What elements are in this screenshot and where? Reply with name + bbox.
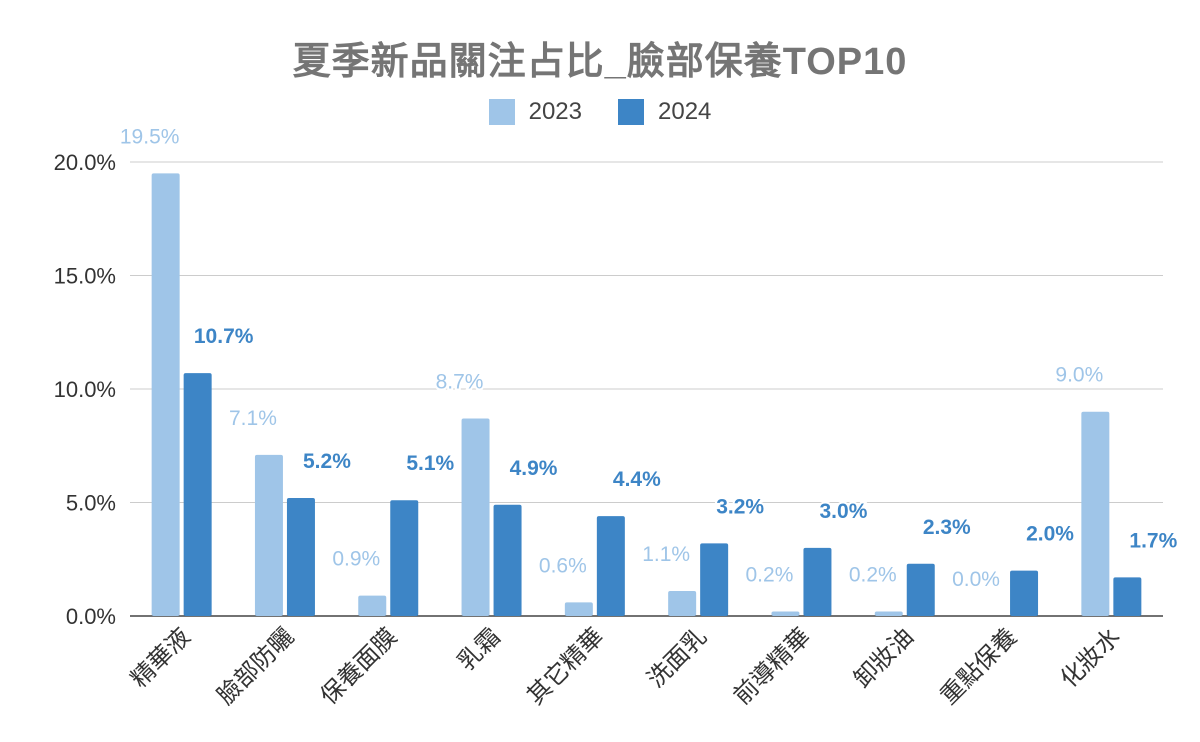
data-label-2024: 3.2% xyxy=(716,495,764,518)
x-tick-label: 化妝水 xyxy=(1055,622,1126,693)
data-label-2023: 1.1% xyxy=(642,543,690,566)
data-label-2024: 5.2% xyxy=(303,450,351,473)
data-label-2024: 2.3% xyxy=(923,516,971,539)
data-label-2023: 0.0% xyxy=(952,568,1000,591)
data-label-2023: 0.2% xyxy=(746,563,794,586)
data-label-2023: 7.1% xyxy=(229,407,277,430)
bar-2024 xyxy=(906,563,935,616)
bar-2024 xyxy=(286,497,315,616)
x-tick-label: 洗面乳 xyxy=(642,622,713,693)
x-tick-label: 重點保養 xyxy=(935,622,1023,710)
legend-label-2024: 2024 xyxy=(658,98,712,125)
data-label-2023: 8.7% xyxy=(436,371,484,394)
y-tick-label: 20.0% xyxy=(54,150,116,175)
data-label-2023: 0.2% xyxy=(849,563,897,586)
legend-label-2023: 2023 xyxy=(528,98,582,125)
legend-swatch-2023 xyxy=(488,99,515,125)
x-tick-label: 臉部防曬 xyxy=(212,622,300,710)
chart-title: 夏季新品關注占比_臉部保養TOP10 xyxy=(292,41,908,83)
bar-2023 xyxy=(564,602,593,616)
bar-2024 xyxy=(1113,577,1142,616)
bar-2023 xyxy=(151,173,180,616)
legend-item-2023: 2023 xyxy=(488,98,582,126)
bar-2024 xyxy=(390,500,419,616)
y-tick-label: 5.0% xyxy=(66,491,116,516)
bar-2024 xyxy=(596,516,625,616)
data-label-2024: 10.7% xyxy=(194,325,254,348)
legend: 2023 2024 xyxy=(0,98,1200,126)
bar-2023 xyxy=(1081,411,1110,616)
data-label-2023: 0.6% xyxy=(539,554,587,577)
bar-2023 xyxy=(461,418,490,616)
bar-2023 xyxy=(358,595,387,616)
y-tick-label: 0.0% xyxy=(66,604,116,629)
bar-2024 xyxy=(183,373,212,616)
bar-2024 xyxy=(700,543,729,616)
data-label-2023: 9.0% xyxy=(1055,364,1103,387)
bar-2023 xyxy=(874,611,903,616)
bar-2023 xyxy=(254,454,283,616)
data-label-2023: 0.9% xyxy=(332,548,380,571)
data-label-2024: 5.1% xyxy=(406,452,454,475)
legend-item-2024: 2024 xyxy=(618,98,711,126)
x-tick-label: 其它精華 xyxy=(521,622,609,710)
x-tick-label: 前導精華 xyxy=(728,622,816,710)
x-tick-label: 精華液 xyxy=(125,622,196,693)
data-label-2024: 3.0% xyxy=(820,500,868,523)
bar-2023 xyxy=(771,611,800,616)
legend-swatch-2024 xyxy=(618,99,644,125)
bar-2024 xyxy=(1010,570,1039,616)
bar-2024 xyxy=(803,547,832,616)
bar-2024 xyxy=(493,504,522,616)
y-tick-label: 10.0% xyxy=(54,377,116,402)
bar-2023 xyxy=(668,591,697,616)
data-label-2024: 4.4% xyxy=(613,468,661,491)
x-tick-label: 卸妝油 xyxy=(848,622,919,693)
data-label-2024: 1.7% xyxy=(1129,529,1177,552)
y-tick-label: 15.0% xyxy=(54,264,116,289)
data-label-2024: 2.0% xyxy=(1026,523,1074,546)
data-label-2024: 4.9% xyxy=(510,457,558,480)
data-label-2023: 19.5% xyxy=(120,125,180,148)
x-tick-label: 保養面膜 xyxy=(315,622,403,710)
x-tick-label: 乳霜 xyxy=(452,622,506,676)
